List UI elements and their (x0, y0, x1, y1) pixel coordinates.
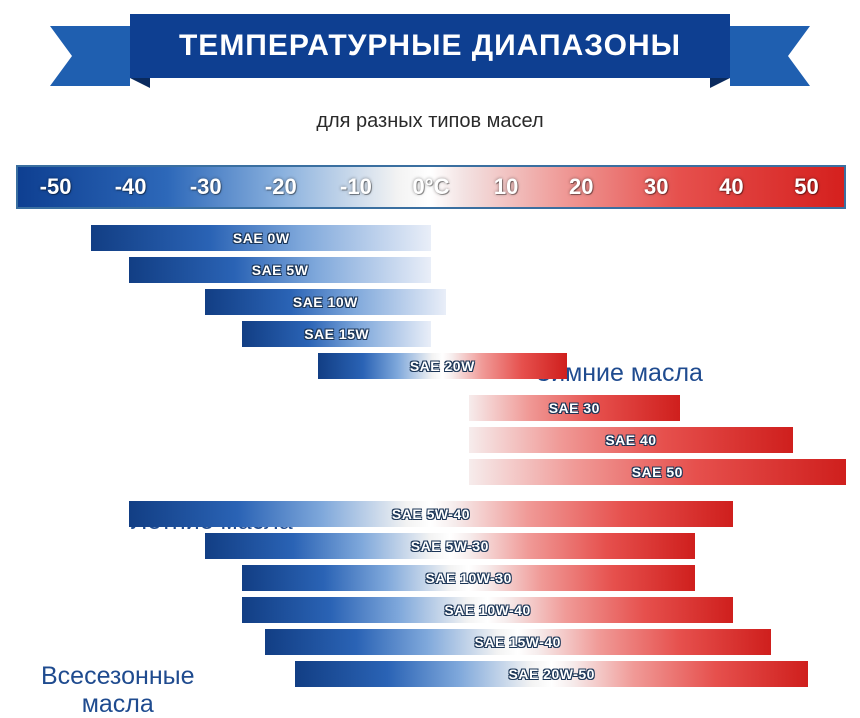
oil-bars-container: Зимние маслаSAE 0WSAE 5WSAE 10WSAE 15WSA… (16, 225, 846, 685)
bar-track: SAE 0W (16, 225, 846, 251)
ribbon-tail-left-shape (50, 26, 130, 86)
scale-tick: -10 (318, 167, 393, 207)
oil-range-bar: SAE 20W-50 (295, 661, 808, 687)
oil-range-bar: SAE 10W-40 (242, 597, 732, 623)
oil-range-bar: SAE 5W-40 (129, 501, 733, 527)
bar-track: SAE 20W-50 (16, 661, 846, 687)
bar-track: SAE 5W (16, 257, 846, 283)
scale-tick: 10 (469, 167, 544, 207)
oil-range-label: SAE 10W (293, 294, 358, 310)
bar-track: SAE 10W (16, 289, 846, 315)
oil-range-bar: SAE 40 (469, 427, 793, 453)
oil-range-bar: SAE 10W-30 (242, 565, 695, 591)
subtitle-text: для разных типов масел (0, 110, 860, 133)
oil-range-label: SAE 20W (410, 358, 475, 374)
temperature-chart: -50-40-30-20-100°C1020304050 Зимние масл… (16, 165, 846, 695)
scale-tick: 40 (694, 167, 769, 207)
oil-range-label: SAE 10W-30 (426, 570, 512, 586)
scale-tick: 20 (544, 167, 619, 207)
ribbon-tail-right (730, 26, 810, 86)
bar-track: SAE 15W-40 (16, 629, 846, 655)
oil-range-bar: SAE 30 (469, 395, 680, 421)
oil-range-bar: SAE 5W (129, 257, 431, 283)
temperature-scale: -50-40-30-20-100°C1020304050 (16, 165, 846, 209)
bar-track: SAE 30 (16, 395, 846, 421)
oil-range-label: SAE 30 (549, 400, 600, 416)
bar-track: SAE 10W-30 (16, 565, 846, 591)
oil-range-label: SAE 5W-30 (411, 538, 489, 554)
oil-range-label: SAE 50 (632, 464, 683, 480)
bar-track: SAE 10W-40 (16, 597, 846, 623)
bar-track: SAE 20W (16, 353, 846, 379)
oil-range-bar: SAE 10W (205, 289, 446, 315)
scale-tick: -40 (93, 167, 168, 207)
bar-track: SAE 50 (16, 459, 846, 485)
ribbon-fold-left (130, 78, 150, 88)
ribbon-tail-right-shape (730, 26, 810, 86)
bar-track: SAE 40 (16, 427, 846, 453)
oil-range-bar: SAE 20W (318, 353, 567, 379)
title-ribbon: ТЕМПЕРАТУРНЫЕ ДИАПАЗОНЫ (90, 14, 770, 86)
title-text: ТЕМПЕРАТУРНЫЕ ДИАПАЗОНЫ (130, 14, 730, 78)
scale-tick: -30 (168, 167, 243, 207)
oil-range-label: SAE 40 (605, 432, 656, 448)
bar-track: SAE 15W (16, 321, 846, 347)
ribbon-tail-left (50, 26, 130, 86)
oil-range-label: SAE 0W (233, 230, 290, 246)
oil-range-label: SAE 10W-40 (444, 602, 530, 618)
oil-range-bar: SAE 15W-40 (265, 629, 771, 655)
oil-range-label: SAE 15W-40 (475, 634, 561, 650)
bar-track: SAE 5W-40 (16, 501, 846, 527)
scale-tick: -20 (243, 167, 318, 207)
oil-range-label: SAE 15W (304, 326, 369, 342)
scale-tick: 0°C (393, 167, 468, 207)
oil-range-bar: SAE 5W-30 (205, 533, 695, 559)
oil-range-label: SAE 5W (252, 262, 309, 278)
scale-tick: 50 (769, 167, 844, 207)
oil-range-bar: SAE 15W (242, 321, 431, 347)
bar-track: SAE 5W-30 (16, 533, 846, 559)
oil-range-label: SAE 20W-50 (509, 666, 595, 682)
scale-tick: -50 (18, 167, 93, 207)
oil-range-bar: SAE 50 (469, 459, 846, 485)
oil-range-label: SAE 5W-40 (392, 506, 470, 522)
oil-range-bar: SAE 0W (91, 225, 431, 251)
scale-tick: 30 (619, 167, 694, 207)
ribbon-fold-right (710, 78, 730, 88)
